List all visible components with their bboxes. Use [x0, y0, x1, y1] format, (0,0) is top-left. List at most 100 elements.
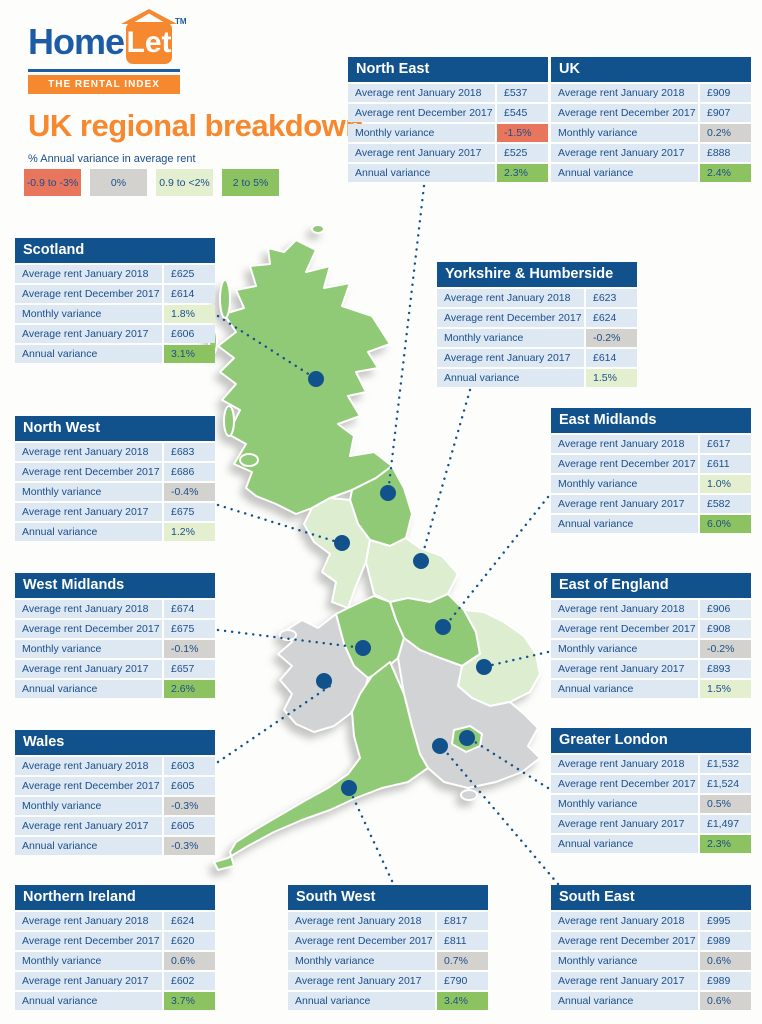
row-label: Average rent January 2018 [551, 600, 698, 618]
row-value: 0.6% [700, 992, 751, 1010]
table-row: Average rent December 2017 £614 [15, 285, 215, 303]
row-value: -0.4% [164, 483, 215, 501]
table-row: Annual variance 6.0% [551, 515, 751, 533]
logo-let-text: Let [126, 26, 172, 59]
table-row: Average rent December 2017 £624 [437, 309, 637, 327]
row-label: Average rent December 2017 [15, 285, 162, 303]
row-value: £606 [164, 325, 215, 343]
region-table-title-west-midlands: West Midlands [15, 573, 215, 598]
region-table-title-north-west: North West [15, 416, 215, 441]
table-row: Average rent January 2018 £537 [348, 84, 548, 102]
table-row: Average rent January 2017 £657 [15, 660, 215, 678]
row-label: Average rent December 2017 [551, 455, 698, 473]
map-markers [308, 371, 492, 796]
row-label: Annual variance [551, 515, 698, 533]
row-label: Average rent January 2017 [15, 503, 162, 521]
region-table-east-midlands: East Midlands Average rent January 2018 £6… [551, 408, 751, 533]
leader-line-east-midlands [448, 495, 550, 622]
table-row: Average rent December 2017 £675 [15, 620, 215, 638]
marker-south-west [341, 780, 357, 796]
table-row: Average rent January 2017 £582 [551, 495, 751, 513]
row-label: Average rent December 2017 [15, 932, 162, 950]
table-row: Average rent January 2017 £888 [551, 144, 751, 162]
row-value: £537 [497, 84, 548, 102]
row-value: £624 [586, 309, 637, 327]
table-row: Average rent December 2017 £605 [15, 777, 215, 795]
marker-east-of-england [476, 659, 492, 675]
map-region-south-west [213, 661, 429, 871]
row-value: -0.3% [164, 837, 215, 855]
row-value: £620 [164, 932, 215, 950]
map-region-scotland [217, 239, 393, 515]
row-value: £675 [164, 503, 215, 521]
row-value: 1.8% [164, 305, 215, 323]
row-value: £907 [700, 104, 751, 122]
marker-west-midlands [355, 640, 371, 656]
homelet-logo: Home Let TM THE RENTAL INDEX [28, 9, 187, 94]
table-row: Monthly variance -0.1% [15, 640, 215, 658]
table-row: Annual variance 3.4% [288, 992, 488, 1010]
region-table-greater-london: Greater London Average rent January 2018 £… [551, 728, 751, 853]
table-row: Average rent January 2017 £525 [348, 144, 548, 162]
region-table-uk: UK Average rent January 2018 £909 Average r… [551, 57, 751, 182]
row-label: Annual variance [551, 164, 698, 182]
row-label: Average rent January 2018 [551, 912, 698, 930]
row-label: Average rent December 2017 [551, 104, 698, 122]
region-table-wales: Wales Average rent January 2018 £603 Averag… [15, 730, 215, 855]
row-value: 1.5% [586, 369, 637, 387]
row-label: Average rent January 2018 [551, 84, 698, 102]
legend-item-3: 2 to 5% [222, 169, 279, 196]
table-row: Monthly variance -1.5% [348, 124, 548, 142]
region-table-yorkshire-humberside: Yorkshire & Humberside Average rent Janua… [437, 262, 637, 387]
row-label: Average rent January 2017 [551, 660, 698, 678]
row-value: £1,532 [700, 755, 751, 773]
row-value: £624 [164, 912, 215, 930]
row-value: £625 [164, 265, 215, 283]
table-row: Annual variance 2.3% [551, 835, 751, 853]
region-table-south-east: South East Average rent January 2018 £995 A… [551, 885, 751, 1010]
row-label: Average rent December 2017 [15, 463, 162, 481]
table-row: Annual variance 2.4% [551, 164, 751, 182]
table-row: Average rent January 2018 £617 [551, 435, 751, 453]
row-value: £1,497 [700, 815, 751, 833]
table-row: Average rent January 2018 £995 [551, 912, 751, 930]
region-table-south-west: South West Average rent January 2018 £817 A… [288, 885, 488, 1010]
row-value: £675 [164, 620, 215, 638]
row-value: 3.4% [437, 992, 488, 1010]
row-value: -1.5% [497, 124, 548, 142]
table-row: Average rent January 2017 £614 [437, 349, 637, 367]
row-label: Monthly variance [15, 952, 162, 970]
row-value: £811 [437, 932, 488, 950]
table-row: Average rent January 2017 £606 [15, 325, 215, 343]
row-value: 2.3% [700, 835, 751, 853]
map-island-orkney [311, 224, 325, 234]
region-table-title-northern-ireland: Northern Ireland [15, 885, 215, 910]
row-label: Average rent January 2017 [15, 817, 162, 835]
region-table-title-greater-london: Greater London [551, 728, 751, 753]
region-table-title-east-midlands: East Midlands [551, 408, 751, 433]
leader-line-yorkshire [421, 388, 472, 555]
row-label: Annual variance [15, 345, 162, 363]
leader-line-greater-london [473, 740, 550, 790]
table-row: Average rent January 2018 £817 [288, 912, 488, 930]
row-value: £611 [700, 455, 751, 473]
row-label: Monthly variance [551, 952, 698, 970]
leader-lines [216, 184, 560, 886]
row-value: £602 [164, 972, 215, 990]
row-value: £989 [700, 972, 751, 990]
region-table-east-of-england: East of England Average rent January 2018… [551, 573, 751, 698]
table-row: Annual variance 3.1% [15, 345, 215, 363]
map-island-isle-of-wight [460, 789, 478, 801]
row-label: Average rent January 2018 [437, 289, 584, 307]
region-table-north-west: North West Average rent January 2018 £683 A… [15, 416, 215, 541]
table-row: Average rent December 2017 £620 [15, 932, 215, 950]
row-label: Average rent January 2017 [551, 144, 698, 162]
row-value: £674 [164, 600, 215, 618]
region-table-northern-ireland: Northern Ireland Average rent January 201… [15, 885, 215, 1010]
row-label: Monthly variance [15, 483, 162, 501]
row-label: Annual variance [15, 992, 162, 1010]
map-island-hebrides-3 [223, 405, 235, 437]
row-value: 2.6% [164, 680, 215, 698]
row-value: £790 [437, 972, 488, 990]
